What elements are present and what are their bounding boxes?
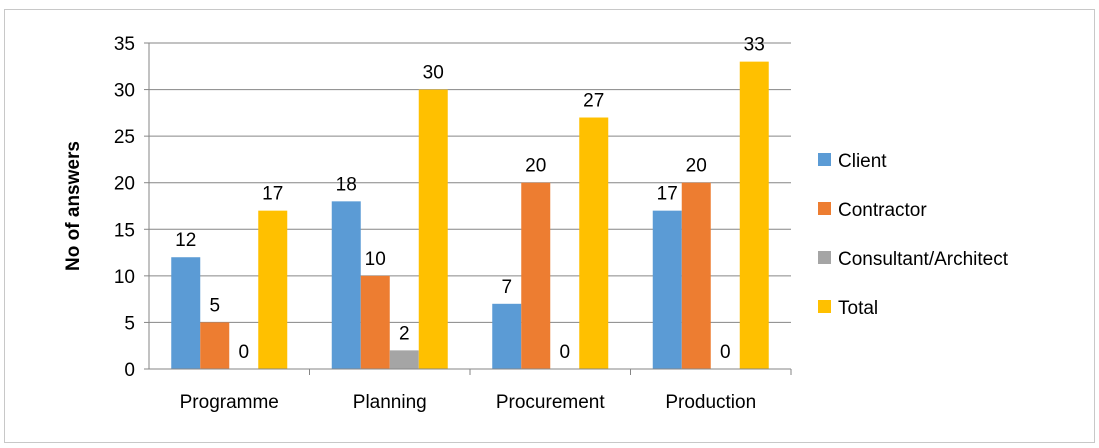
x-axis-categories: Programme Planning Procurement Production — [180, 392, 757, 413]
bar-contractor — [681, 182, 711, 369]
y-tick-label: 20 — [114, 174, 135, 195]
y-tick-label: 30 — [114, 81, 135, 102]
bar-client — [171, 257, 201, 369]
legend-swatch — [818, 300, 831, 313]
bar-total — [418, 89, 448, 370]
bar-contractor — [521, 182, 551, 369]
bar-consultant-architect — [389, 350, 419, 369]
legend-swatch — [818, 251, 831, 264]
data-label: 30 — [423, 63, 444, 84]
y-tick-label: 0 — [124, 360, 135, 381]
legend: Client Contractor Consultant/Architect Tota… — [818, 151, 1009, 319]
bar-total — [579, 117, 609, 369]
data-label: 27 — [583, 91, 604, 112]
gridlines — [144, 42, 791, 370]
bar-total — [739, 61, 769, 369]
data-label: 33 — [744, 35, 765, 56]
bar-chart: 0 5 10 15 20 25 30 35 12 5 0 17 18 10 2 30 7 20 0 27 17 20 0 3… — [63, 34, 1009, 413]
data-label: 0 — [238, 342, 249, 363]
data-label: 12 — [175, 230, 196, 251]
data-label: 7 — [501, 277, 512, 298]
data-label: 0 — [720, 342, 731, 363]
data-label: 5 — [209, 295, 220, 316]
chart-frame: 0 5 10 15 20 25 30 35 12 5 0 17 18 10 2 30 7 20 0 27 17 20 0 3… — [4, 9, 1095, 443]
legend-label: Consultant/Architect — [838, 249, 1009, 270]
data-label: 20 — [686, 156, 707, 177]
legend-swatch — [818, 202, 831, 215]
data-label: 2 — [399, 323, 410, 344]
y-tick-label: 35 — [114, 34, 135, 55]
data-label: 17 — [262, 184, 283, 205]
legend-label: Client — [838, 151, 887, 172]
bar-client — [652, 210, 682, 369]
bar-client — [331, 201, 361, 369]
x-category-label: Programme — [180, 392, 279, 413]
y-axis-label: No of answers — [63, 141, 84, 271]
y-tick-label: 10 — [114, 267, 135, 288]
bar-client — [492, 303, 522, 369]
data-labels: 12 5 0 17 18 10 2 30 7 20 0 27 17 20 0 33 — [175, 35, 765, 363]
bar-total — [258, 210, 288, 369]
x-category-label: Production — [665, 392, 756, 413]
y-tick-label: 15 — [114, 220, 135, 241]
legend-label: Total — [838, 298, 878, 319]
x-category-label: Planning — [353, 392, 427, 413]
bar-contractor — [360, 275, 390, 369]
legend-swatch — [818, 153, 831, 166]
y-tick-label: 25 — [114, 127, 135, 148]
bar-contractor — [200, 322, 230, 369]
data-label: 17 — [657, 184, 678, 205]
bars — [171, 61, 769, 370]
data-label: 20 — [525, 156, 546, 177]
x-category-label: Procurement — [496, 392, 605, 413]
data-label: 10 — [365, 249, 386, 270]
legend-label: Contractor — [838, 200, 927, 221]
y-tick-label: 5 — [124, 313, 135, 334]
y-axis-ticks: 0 5 10 15 20 25 30 35 — [114, 34, 135, 381]
data-label: 18 — [336, 174, 357, 195]
data-label: 0 — [559, 342, 570, 363]
axes — [148, 43, 792, 375]
